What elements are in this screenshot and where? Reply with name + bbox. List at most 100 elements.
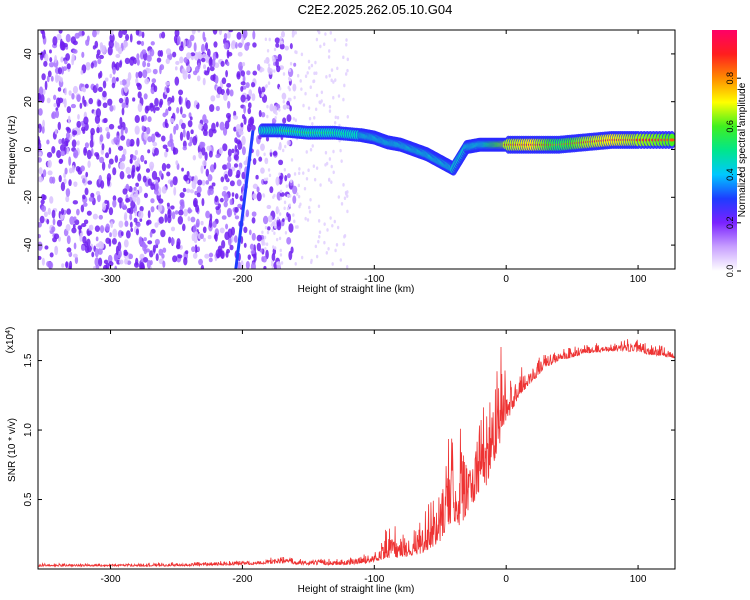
- noise-speckle: [336, 66, 339, 71]
- noise-speckle: [84, 83, 89, 89]
- noise-speckle: [146, 220, 150, 226]
- noise-speckle: [314, 60, 317, 65]
- snr-x-axis: -300 -200 -100 0 100: [101, 330, 647, 585]
- noise-speckle: [49, 196, 54, 204]
- noise-speckle: [307, 168, 310, 173]
- noise-speckle: [166, 202, 170, 207]
- noise-speckle: [93, 60, 98, 68]
- noise-speckle: [111, 82, 116, 89]
- noise-speckle: [303, 186, 307, 191]
- noise-speckle: [181, 122, 186, 130]
- noise-speckle: [162, 247, 167, 253]
- noise-speckle: [275, 176, 280, 186]
- noise-speckle: [236, 31, 242, 40]
- noise-speckle: [224, 173, 228, 180]
- noise-speckle: [105, 126, 110, 132]
- noise-speckle: [170, 226, 176, 232]
- noise-speckle: [300, 255, 304, 260]
- noise-speckle: [256, 242, 261, 252]
- noise-speckle: [122, 148, 127, 156]
- noise-speckle: [65, 224, 71, 232]
- noise-speckle: [156, 57, 162, 63]
- noise-speckle: [71, 57, 75, 66]
- noise-speckle: [319, 100, 322, 105]
- noise-speckle: [38, 221, 42, 228]
- noise-speckle: [197, 246, 200, 252]
- noise-speckle: [72, 200, 79, 205]
- noise-speckle: [290, 246, 294, 254]
- colorbar-tick-label: 0.6: [725, 120, 735, 133]
- noise-speckle: [95, 190, 101, 196]
- noise-speckle: [346, 114, 349, 119]
- noise-speckle: [150, 198, 155, 204]
- noise-speckle: [81, 86, 86, 92]
- noise-speckle: [202, 160, 207, 167]
- noise-speckle: [75, 165, 81, 172]
- noise-speckle: [89, 139, 94, 148]
- noise-speckle: [278, 236, 282, 241]
- noise-speckle: [149, 48, 155, 57]
- noise-speckle: [210, 74, 216, 81]
- noise-speckle: [317, 204, 321, 209]
- noise-speckle: [61, 263, 65, 268]
- noise-speckle: [38, 93, 41, 100]
- noise-speckle: [190, 52, 196, 57]
- noise-speckle: [135, 30, 140, 36]
- snr-y-axis: 0.5 1.0 1.5: [23, 353, 675, 506]
- noise-speckle: [180, 106, 183, 115]
- noise-speckle: [339, 148, 342, 153]
- noise-speckle: [102, 264, 108, 269]
- noise-speckle: [289, 105, 292, 112]
- noise-speckle: [165, 122, 169, 129]
- noise-speckle: [226, 162, 232, 170]
- noise-speckle: [226, 83, 232, 88]
- noise-speckle: [152, 68, 158, 75]
- noise-speckle: [309, 85, 312, 90]
- noise-speckle: [274, 115, 277, 120]
- noise-speckle: [54, 54, 58, 64]
- noise-speckle: [208, 257, 213, 263]
- noise-speckle: [308, 116, 312, 121]
- noise-speckle: [243, 242, 247, 248]
- noise-speckle: [227, 148, 232, 157]
- noise-speckle: [297, 194, 301, 199]
- noise-speckle: [230, 226, 235, 236]
- noise-speckle: [169, 133, 173, 143]
- noise-speckle: [61, 137, 65, 145]
- noise-speckle: [274, 246, 277, 250]
- noise-speckle: [100, 180, 105, 189]
- noise-speckle: [182, 128, 186, 138]
- noise-speckle: [92, 30, 97, 38]
- noise-speckle: [162, 260, 166, 268]
- noise-speckle: [72, 85, 78, 94]
- noise-speckle: [346, 68, 349, 73]
- noise-speckle: [38, 176, 44, 183]
- noise-speckle: [107, 254, 113, 264]
- noise-speckle: [124, 127, 128, 134]
- noise-speckle: [95, 83, 99, 88]
- noise-speckle: [106, 133, 110, 139]
- noise-speckle: [121, 79, 127, 86]
- noise-speckle: [278, 159, 284, 166]
- noise-speckle: [227, 155, 232, 163]
- noise-speckle: [118, 220, 124, 228]
- noise-speckle: [112, 167, 117, 176]
- noise-speckle: [266, 204, 272, 210]
- noise-speckle: [269, 149, 273, 153]
- noise-speckle: [134, 210, 138, 217]
- noise-speckle: [54, 128, 58, 135]
- noise-speckle: [286, 114, 292, 123]
- colorbar-tick-label: 0.0: [725, 265, 735, 278]
- noise-speckle: [226, 248, 231, 254]
- noise-speckle: [306, 218, 310, 222]
- noise-speckle: [165, 58, 170, 65]
- noise-speckle: [283, 206, 286, 211]
- spectrogram-y-tick-label: 40: [23, 48, 34, 60]
- noise-speckle: [159, 64, 165, 71]
- noise-speckle: [328, 177, 331, 182]
- noise-speckle: [135, 182, 139, 187]
- noise-speckle: [147, 136, 153, 143]
- noise-speckle: [176, 35, 181, 45]
- noise-speckle: [229, 180, 235, 187]
- noise-speckle: [93, 265, 96, 269]
